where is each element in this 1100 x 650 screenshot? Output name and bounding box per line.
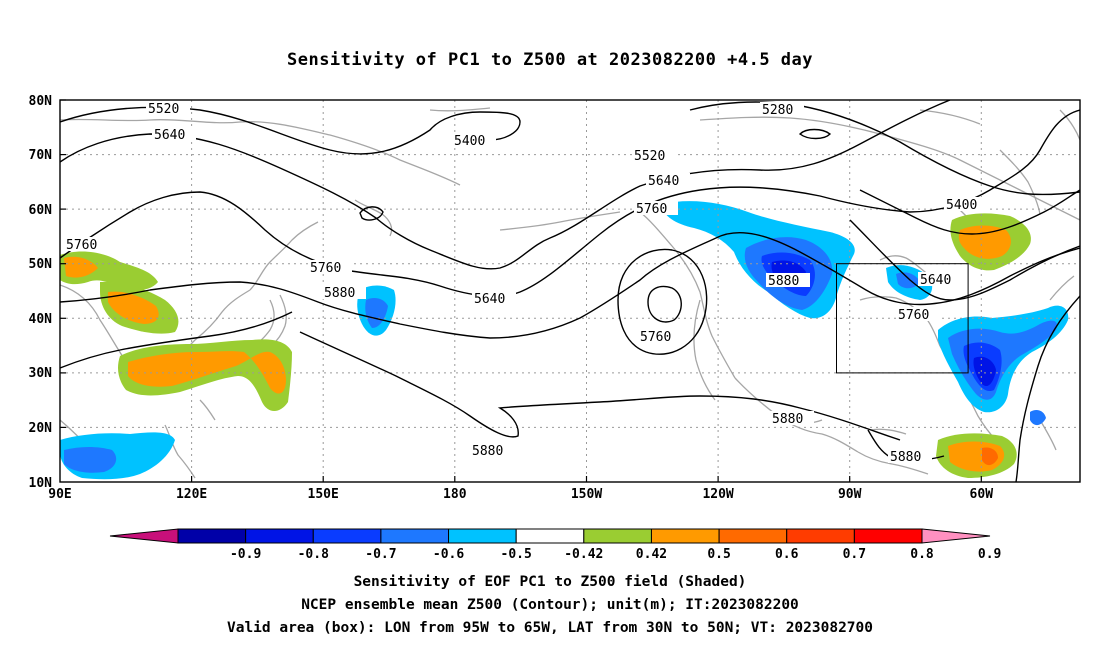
contour-line	[798, 128, 832, 140]
colorbar-tick-label: 0.6	[775, 547, 799, 562]
lat-label: 80N	[29, 94, 53, 109]
colorbar-segment	[583, 528, 652, 544]
colorbar-tick-label: -0.42	[564, 547, 603, 562]
contour-label: 5880	[472, 444, 503, 459]
contour-line	[859, 189, 1080, 235]
colorbar-tick-label: -0.8	[298, 547, 329, 562]
lat-label: 30N	[29, 366, 53, 381]
sensitivity-shading	[60, 201, 1069, 480]
contour-label: 5400	[946, 198, 977, 213]
contour-line	[60, 109, 1080, 297]
lat-label: 70N	[29, 148, 53, 163]
lon-label: 150W	[571, 487, 602, 502]
colorbar-segment	[380, 528, 450, 544]
colorbar-tick-label: -0.6	[433, 547, 464, 562]
contour-line	[849, 219, 1080, 301]
colorbar: -0.9 -0.8 -0.7 -0.6 -0.5 -0.42 0.42 0.5 0.6 0.7 0.…	[109, 528, 1001, 562]
lat-label: 20N	[29, 421, 53, 436]
lon-label: 90W	[838, 487, 862, 502]
contour-label: 5520	[634, 149, 665, 164]
lat-label: 40N	[29, 312, 53, 327]
latitude-labels: 80N 70N 60N 50N 40N 30N 20N 10N	[29, 94, 53, 491]
lon-label: 180	[443, 487, 467, 502]
contour-line	[60, 106, 521, 155]
contour-line	[617, 248, 708, 355]
colorbar-max-triangle	[921, 528, 991, 544]
contour-line	[60, 100, 951, 270]
colorbar-tick-label: -0.7	[365, 547, 396, 562]
contour-label: 5280	[762, 103, 793, 118]
caption-line-1: Sensitivity of EOF PC1 to Z500 field (Sh…	[353, 574, 747, 590]
colorbar-tick-label: 0.42	[636, 547, 667, 562]
contour-line	[1015, 295, 1080, 482]
contour-line	[689, 101, 1080, 196]
lon-label: 120W	[702, 487, 733, 502]
contour-label: 5640	[648, 174, 679, 189]
contour-label: 5640	[920, 273, 951, 288]
contour-label: 5880	[890, 450, 921, 465]
colorbar-tick-label: 0.9	[978, 547, 1001, 562]
contour-label: 5760	[898, 308, 929, 323]
lon-label: 60W	[970, 487, 994, 502]
longitude-labels: 90E 120E 150E 180 150W 120W 90W 60W	[48, 487, 993, 502]
contour-line	[299, 331, 901, 441]
map-title: Sensitivity of PC1 to Z500 at 2023082200…	[286, 50, 813, 70]
contour-label: 5760	[640, 330, 671, 345]
colorbar-tick-label: 0.8	[910, 547, 934, 562]
colorbar-segment	[786, 528, 855, 544]
colorbar-segment	[177, 528, 247, 544]
colorbar-segment	[650, 528, 720, 544]
colorbar-segment	[718, 528, 788, 544]
contour-label: 5400	[454, 134, 485, 149]
valid-area-box	[836, 263, 969, 374]
contour-label: 5760	[636, 202, 667, 217]
contour-line	[60, 311, 293, 369]
caption-line-3: Valid area (box): LON from 95W to 65W, L…	[226, 620, 873, 636]
lon-label: 120E	[176, 487, 207, 502]
contour-line	[60, 232, 1080, 339]
colorbar-tick-label: -0.5	[501, 547, 532, 562]
contour-label: 5520	[148, 102, 179, 117]
z500-contours	[60, 100, 1080, 482]
contour-labels: 5520 5640 5760 5880 5400 5520 5640 5760 …	[64, 101, 988, 465]
lon-label: 90E	[48, 487, 71, 502]
contour-label: 5880	[768, 274, 799, 289]
colorbar-segment	[515, 528, 585, 544]
lat-label: 60N	[29, 203, 53, 218]
contour-label: 5640	[474, 292, 505, 307]
caption-line-2: NCEP ensemble mean Z500 (Contour); unit(…	[301, 597, 799, 613]
lat-label: 10N	[29, 476, 53, 491]
colorbar-segment	[448, 528, 517, 544]
colorbar-segment	[245, 528, 314, 544]
colorbar-tick-label: 0.7	[843, 547, 866, 562]
colorbar-tick-label: -0.9	[230, 547, 261, 562]
graticule	[60, 100, 1080, 482]
contour-label: 5760	[66, 238, 97, 253]
colorbar-tick-label: 0.5	[707, 547, 730, 562]
contour-label: 5760	[310, 261, 341, 276]
colorbar-segment	[853, 528, 923, 544]
colorbar-segment	[312, 528, 382, 544]
lon-label: 150E	[308, 487, 339, 502]
contour-line	[647, 285, 682, 323]
lat-label: 50N	[29, 257, 53, 272]
contour-line	[359, 206, 384, 221]
plot-frame	[59, 99, 1081, 483]
contour-label: 5880	[772, 412, 803, 427]
contour-label: 5640	[154, 128, 185, 143]
axis-ticks	[60, 99, 982, 482]
contour-label: 5880	[324, 286, 355, 301]
colorbar-min-triangle	[109, 528, 179, 544]
